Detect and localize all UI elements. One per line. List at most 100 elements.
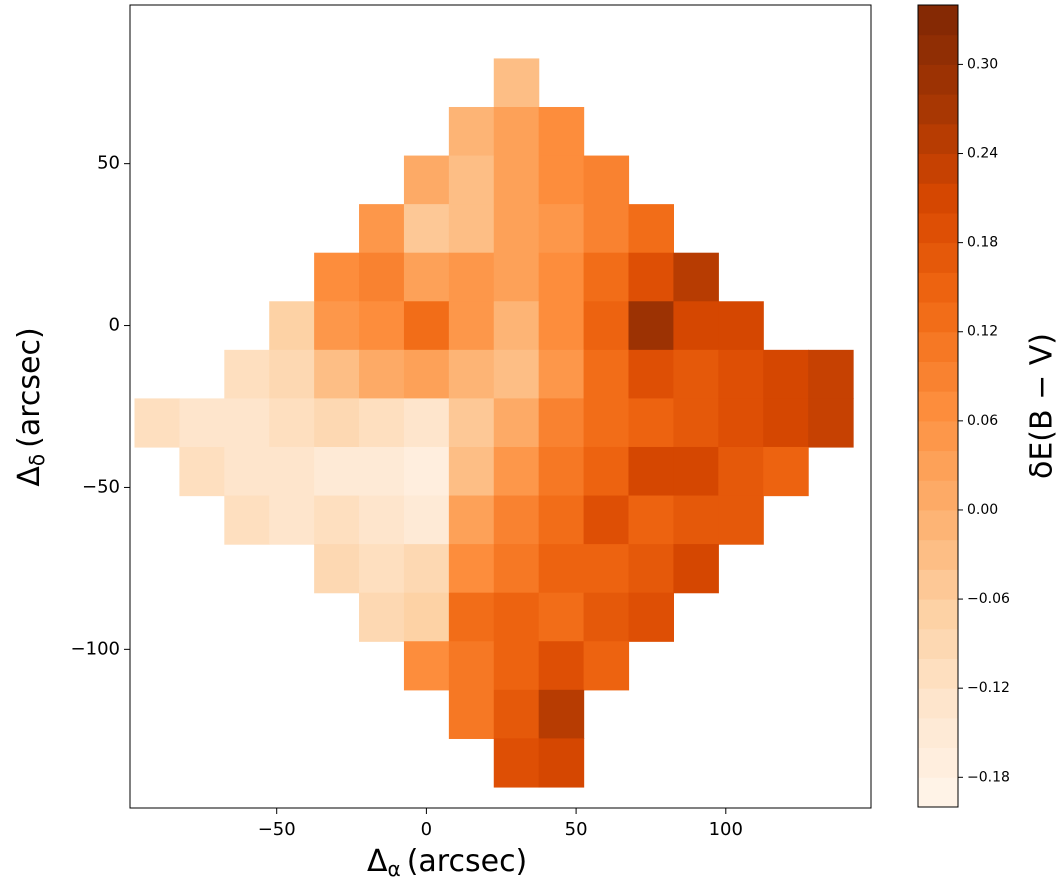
cell [493,544,540,594]
cell [673,495,719,545]
cell [448,252,495,302]
y-label-symbol: Δ [12,466,47,487]
cell [359,592,405,642]
cell [448,544,495,594]
cell [224,446,270,497]
cell [673,398,719,448]
cell [269,495,315,545]
cell [628,204,674,254]
cell [583,204,630,254]
colorbar-band [918,64,958,95]
x-tick-label: −50 [258,819,296,840]
cell [224,398,270,448]
colorbar-band [918,628,958,659]
cell [314,544,360,594]
map [134,58,854,788]
cell [538,641,585,691]
cell [359,398,405,448]
colorbar [918,5,958,808]
x-axis-label: Δα (arcsec) [367,844,527,881]
cell [269,301,315,351]
cell [448,592,495,642]
cell [314,495,360,545]
cell [538,301,585,351]
colorbar-tick-label: 0.30 [967,56,998,72]
cell [359,544,405,594]
cell [403,544,450,594]
colorbar-band [918,747,958,778]
cell [583,641,630,691]
colorbar-band [918,688,958,719]
cell [673,446,719,497]
cell [493,495,540,545]
cell [269,446,315,497]
cell [583,398,630,448]
cell [763,446,809,497]
colorbar-band [918,94,958,125]
cell [808,398,854,448]
cell [179,398,225,448]
cell [403,641,450,691]
cell [448,641,495,691]
cell [628,349,674,400]
colorbar-band [918,34,958,65]
colorbar-band [918,153,958,184]
cell [493,398,540,448]
cell [673,544,719,594]
cell [673,252,719,302]
cell [763,398,809,448]
cell [538,252,585,302]
cell [628,495,674,545]
cell [583,252,630,302]
cell [403,592,450,642]
cell [448,398,495,448]
cell [403,252,450,302]
cell [448,204,495,254]
cell [403,204,450,254]
cell [493,446,540,497]
colorbar-band [918,302,958,333]
cell [583,155,630,205]
cell [493,349,540,400]
colorbar-band [918,391,958,422]
x-tick-label: 50 [565,819,588,840]
cell [538,106,585,157]
colorbar-tick-label: −0.06 [967,591,1010,607]
cell [628,301,674,351]
colorbar-band [918,599,958,630]
cell [718,301,764,351]
y-tick-label: −50 [82,476,120,497]
cell [448,155,495,205]
cell [763,349,809,400]
y-label-unit: (arcsec) [12,327,47,448]
cell [314,398,360,448]
cell [493,106,540,157]
cell [359,446,405,497]
colorbar-band [918,480,958,511]
colorbar-tick-label: −0.18 [967,769,1010,785]
cell [179,446,225,497]
cell [493,301,540,351]
cell [314,349,360,400]
colorbar-tick-label: 0.06 [967,413,998,429]
cell [359,495,405,545]
cell [493,641,540,691]
cell [403,155,450,205]
x-label-unit: (arcsec) [407,844,528,879]
cell [493,689,540,739]
cell [403,349,450,400]
colorbar-tick-label: 0.18 [967,235,998,251]
colorbar-band [918,5,958,36]
cell [493,592,540,642]
colorbar-tick-label: 0.12 [967,324,998,340]
colorbar-tick-label: 0.00 [967,502,998,518]
cell [448,446,495,497]
cell [403,398,450,448]
colorbar-band [918,777,958,808]
colorbar-band [918,450,958,481]
cell [448,301,495,351]
colorbar-band [918,539,958,570]
cell [493,252,540,302]
cell [448,495,495,545]
cell [314,301,360,351]
